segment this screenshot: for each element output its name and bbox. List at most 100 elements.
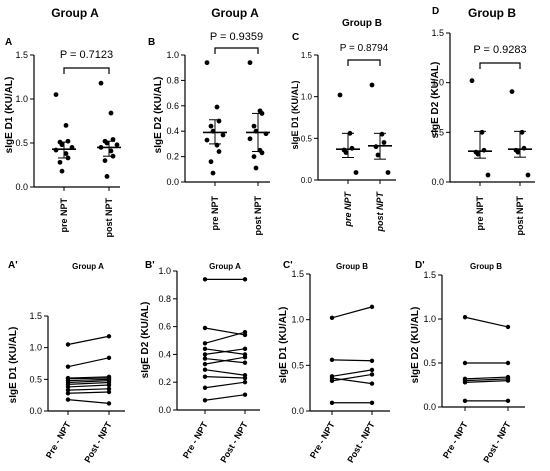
pair-point-pre xyxy=(202,352,208,357)
pair-point-pre xyxy=(462,360,468,366)
panel-title: Group A xyxy=(51,6,99,20)
panel-B2: B' Group A 0.0 0.2 0.4 0.6 0.8 1.0 sIgE D2 (KU/A… xyxy=(140,260,260,464)
y-tick-label: 0.5 xyxy=(423,358,436,368)
y-axis-label: sIgE D2 (KU/AL) xyxy=(410,307,421,384)
y-tick-label: 0.4 xyxy=(166,126,179,136)
category-label: post NPT xyxy=(104,197,114,237)
significance-bracket xyxy=(63,67,110,74)
pair-line xyxy=(204,369,246,376)
data-point xyxy=(108,110,114,116)
pair-line xyxy=(204,394,246,401)
data-point xyxy=(253,165,259,171)
data-point xyxy=(108,148,114,154)
data-point xyxy=(375,152,381,158)
y-tick-label: 1.5 xyxy=(15,50,28,60)
pair-line xyxy=(67,381,110,385)
y-axis-label: sIgE D1 (KU/AL) xyxy=(278,307,289,384)
pair-point-post xyxy=(242,392,248,397)
pair-point-pre xyxy=(65,364,71,369)
y-tick-label: 0.4 xyxy=(158,349,171,359)
data-point xyxy=(381,140,387,145)
pair-point-post xyxy=(505,324,511,330)
pair-point-pre xyxy=(202,277,208,282)
pair-point-post xyxy=(369,381,375,386)
panel-D2: D' Group B 0.0 0.5 1.0 1.5 sIgE D2 (KU/AL) Pre … xyxy=(410,260,525,464)
data-point xyxy=(114,142,120,148)
pair-point-post xyxy=(106,382,112,388)
data-point xyxy=(369,82,375,88)
y-tick-label: 0.0 xyxy=(423,402,436,412)
data-point xyxy=(104,140,110,146)
category-label: pre NPT xyxy=(210,196,220,231)
pair-line xyxy=(204,356,246,365)
data-point xyxy=(53,92,59,97)
pair-point-post xyxy=(369,400,375,405)
pair-point-post xyxy=(242,329,248,335)
pair-point-pre xyxy=(462,315,468,320)
y-axis-label: sIgE D2 (KU/AL) xyxy=(140,302,151,379)
y-tick-label: 1.0 xyxy=(291,315,304,325)
y-tick-label: 0.2 xyxy=(158,377,171,387)
pair-line xyxy=(204,376,246,379)
y-axis-label: sIgE D2 (KU/AL) xyxy=(430,62,441,139)
pair-point-post xyxy=(106,386,112,392)
pair-point-post xyxy=(106,355,112,360)
panel-letter: D' xyxy=(415,260,425,271)
pair-point-pre xyxy=(65,391,71,396)
pair-point-post xyxy=(242,346,248,352)
y-tick-label: 0.6 xyxy=(158,322,171,332)
category-label: post NPT xyxy=(375,190,385,232)
panel-letter: B xyxy=(148,37,155,48)
panel-letter: D xyxy=(432,6,439,17)
pair-point-pre xyxy=(65,397,71,402)
y-tick-label: 1.0 xyxy=(158,266,171,276)
p-value: P = 0.9359 xyxy=(210,31,263,43)
pair-line xyxy=(67,388,110,391)
data-point xyxy=(247,136,253,142)
pair-line xyxy=(67,377,110,380)
panel-C: C Group B 0.0 0.5 1.0 1.5 sIgE D1 (KU/AL) pre N… xyxy=(290,18,396,233)
category-label: Post - NPT xyxy=(82,420,114,465)
panel-title: Group B xyxy=(336,262,368,271)
panel-title: Group B xyxy=(342,18,382,29)
y-tick-label: 1.5 xyxy=(431,28,444,38)
y-tick-label: 0.8 xyxy=(158,294,171,304)
data-point xyxy=(343,150,349,155)
pair-point-pre xyxy=(202,361,208,367)
panel-title: Group A xyxy=(209,262,241,271)
pair-line xyxy=(67,376,110,379)
y-tick-label: 1.0 xyxy=(431,78,444,88)
category-label: pre NPT xyxy=(59,198,69,233)
pair-point-pre xyxy=(202,385,208,390)
pair-point-post xyxy=(242,277,248,282)
significance-bracket xyxy=(347,59,381,66)
data-point xyxy=(63,123,69,128)
y-tick-label: 0.0 xyxy=(29,406,42,416)
category-label: Pre - NPT xyxy=(44,420,73,461)
pair-point-post xyxy=(106,334,112,339)
y-tick-label: 1.0 xyxy=(166,50,179,60)
pair-line xyxy=(67,399,110,404)
data-point xyxy=(525,172,531,178)
y-axis-label: sIgE D1 (KU/AL) xyxy=(4,77,15,154)
data-point xyxy=(509,89,515,95)
y-tick-label: 0.8 xyxy=(166,75,179,85)
data-point xyxy=(475,151,481,157)
data-point xyxy=(469,78,475,84)
pair-point-post xyxy=(369,367,375,373)
panel-title: Group B xyxy=(468,6,516,20)
data-point xyxy=(385,170,391,175)
pair-point-post xyxy=(106,401,112,406)
pair-point-post xyxy=(369,304,375,310)
y-tick-label: 0.5 xyxy=(431,127,444,137)
data-point xyxy=(59,142,65,148)
data-point xyxy=(65,138,71,144)
pair-point-pre xyxy=(462,398,468,404)
p-value: P = 0.7123 xyxy=(60,49,113,61)
category-label: Pre - NPT xyxy=(181,420,210,461)
pair-point-post xyxy=(242,360,248,365)
pair-line xyxy=(464,380,509,383)
panel-title: Group A xyxy=(211,6,259,20)
pair-line xyxy=(204,381,246,389)
data-point xyxy=(349,145,355,151)
